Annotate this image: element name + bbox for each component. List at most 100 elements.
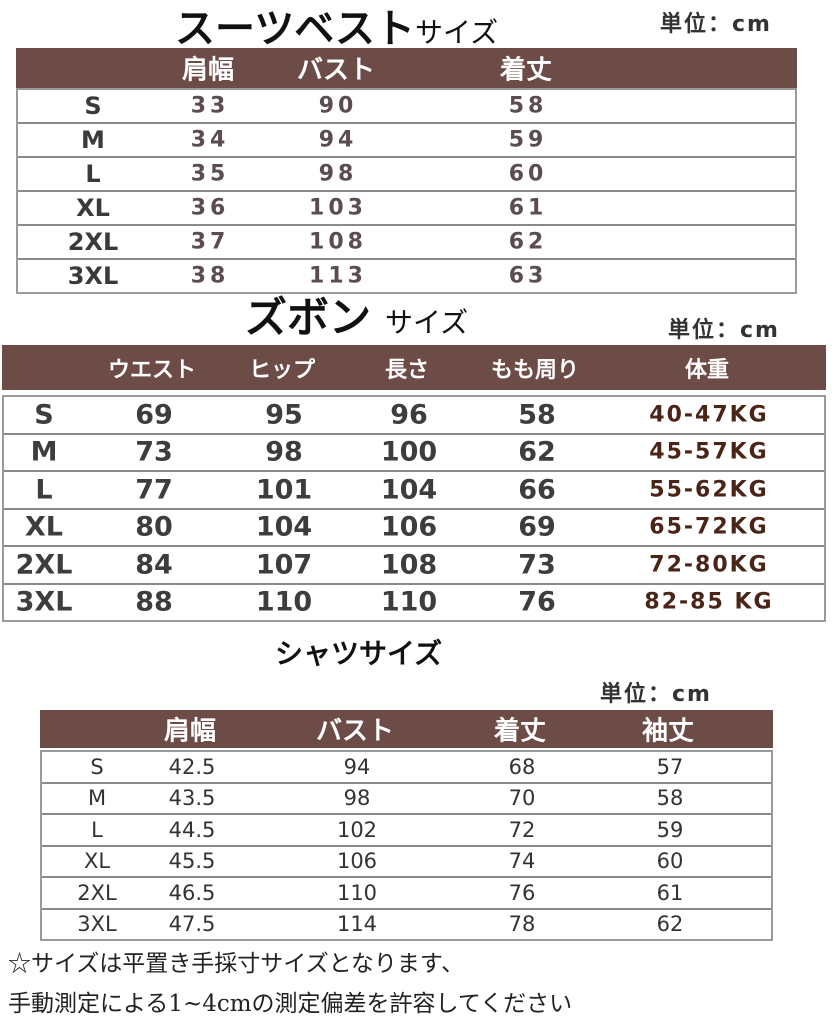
table-cell: 98 (318, 161, 358, 187)
table-cell: 62 (656, 912, 684, 937)
table-cell: 61 (656, 880, 684, 905)
table-cell: 82-85 KG (644, 589, 774, 615)
vest-header-cell: 着丈 (499, 55, 553, 86)
pants-title-main: ズボン (245, 293, 372, 342)
table-cell: 72-80KG (649, 552, 769, 578)
table-cell: 76 (518, 586, 556, 618)
size-label: S (90, 754, 104, 779)
table-cell: 44.5 (168, 817, 216, 842)
table-cell: 107 (255, 549, 313, 581)
pants-title: ズボン サイズ (245, 284, 468, 345)
table-row: 3XL 88 110 110 76 82-85 KG (4, 585, 824, 621)
shirt-table-body: S 42.5 94 68 57 M 43.5 98 70 58 L 44.5 102 72 59 XL 45.5… (40, 750, 773, 941)
table-cell: 90 (318, 93, 358, 119)
shirt-header-cell: バスト (315, 716, 395, 747)
table-cell: 108 (309, 229, 367, 255)
table-cell: 73 (135, 436, 173, 468)
table-cell: 98 (343, 786, 371, 811)
vest-unit: 単位：cm (660, 12, 772, 37)
table-cell: 73 (518, 549, 556, 581)
size-label: 3XL (77, 912, 117, 937)
table-cell: 58 (656, 786, 684, 811)
table-cell: 36 (190, 195, 230, 221)
table-cell: 42.5 (168, 754, 216, 779)
note-line-2: 手動測定による1~4cmの測定偏差を許容してください (8, 991, 573, 1017)
table-cell: 110 (336, 880, 378, 905)
table-cell: 63 (508, 263, 548, 289)
size-label: L (91, 817, 103, 842)
shirt-header-cell: 着丈 (493, 716, 547, 747)
table-cell: 98 (265, 436, 303, 468)
table-cell: 45-57KG (649, 439, 769, 465)
shirt-title: シャツサイズ (275, 637, 443, 670)
table-cell: 69 (518, 511, 556, 543)
table-cell: 59 (508, 127, 548, 153)
table-cell: 114 (336, 912, 378, 937)
table-cell: 102 (336, 817, 378, 842)
table-cell: 106 (380, 511, 438, 543)
table-cell: 76 (508, 880, 536, 905)
pants-size-table: ウエスト ヒップ 長さ もも周り 体重 S 69 95 96 58 40-47KG M 73 98 100 6… (2, 345, 826, 622)
table-row: L 44.5 102 72 59 (42, 815, 771, 847)
table-cell: 80 (135, 511, 173, 543)
table-row: XL 36 103 61 (18, 192, 795, 226)
table-row: L 77 101 104 66 55-62KG (4, 472, 824, 510)
vest-title: スーツベストサイズ (175, 0, 498, 54)
size-label: L (35, 474, 53, 506)
table-cell: 58 (518, 399, 556, 431)
table-cell: 45.5 (168, 849, 216, 874)
table-row: S 33 90 58 (18, 90, 795, 124)
vest-header-cell: バスト (296, 55, 376, 86)
size-label: 2XL (77, 880, 117, 905)
table-cell: 60 (656, 849, 684, 874)
size-label: 3XL (67, 262, 119, 290)
pants-header-cell: もも周り (490, 357, 580, 383)
table-row: M 73 98 100 62 45-57KG (4, 435, 824, 472)
table-cell: 59 (656, 817, 684, 842)
table-cell: 74 (508, 849, 536, 874)
shirt-header-row: 肩幅 バスト 着丈 袖丈 (40, 710, 773, 748)
table-row: L 35 98 60 (18, 158, 795, 192)
table-cell: 78 (508, 912, 536, 937)
table-cell: 101 (255, 474, 313, 506)
table-row: M 34 94 59 (18, 124, 795, 158)
size-label: XL (76, 194, 110, 222)
table-row: 3XL 47.5 114 78 62 (42, 910, 771, 940)
size-label: S (34, 399, 54, 431)
size-label: L (85, 160, 101, 188)
shirt-size-table: 肩幅 バスト 着丈 袖丈 S 42.5 94 68 57 M 43.5 98 70 58 L 44.5 102 7… (40, 710, 773, 941)
table-cell: 108 (380, 549, 438, 581)
table-cell: 62 (508, 229, 548, 255)
table-cell: 88 (135, 586, 173, 618)
table-cell: 110 (255, 586, 313, 618)
size-label: M (87, 786, 107, 811)
table-cell: 40-47KG (649, 402, 769, 428)
table-cell: 110 (380, 586, 438, 618)
table-row: XL 80 104 106 69 65-72KG (4, 510, 824, 547)
pants-unit: 単位：cm (668, 318, 780, 343)
table-cell: 72 (508, 817, 536, 842)
table-cell: 84 (135, 549, 173, 581)
vest-header-row: 肩幅 バスト 着丈 (16, 48, 797, 88)
table-cell: 94 (343, 754, 371, 779)
pants-header-row: ウエスト ヒップ 長さ もも周り 体重 (2, 345, 826, 390)
table-cell: 47.5 (168, 912, 216, 937)
pants-table-body: S 69 95 96 58 40-47KG M 73 98 100 62 45-57KG L 77 101 1… (2, 395, 826, 622)
note-line-1: ☆サイズは平置き手採寸サイズとなります、 (8, 951, 465, 977)
table-row: XL 45.5 106 74 60 (42, 847, 771, 878)
table-cell: 33 (190, 93, 230, 119)
table-cell: 69 (135, 399, 173, 431)
vest-table-body: S 33 90 58 M 34 94 59 L 35 98 60 XL 36 103 61 2XL 37 108 62… (16, 88, 797, 294)
size-label: XL (24, 511, 64, 543)
table-cell: 96 (390, 399, 428, 431)
table-row: M 43.5 98 70 58 (42, 784, 771, 815)
table-cell: 34 (190, 127, 230, 153)
size-label: 2XL (67, 228, 119, 256)
shirt-header-cell: 袖丈 (641, 716, 695, 747)
table-cell: 61 (508, 195, 548, 221)
table-cell: 57 (656, 754, 684, 779)
table-row: 3XL 38 113 63 (18, 260, 795, 292)
table-cell: 46.5 (168, 880, 216, 905)
table-cell: 35 (190, 161, 230, 187)
